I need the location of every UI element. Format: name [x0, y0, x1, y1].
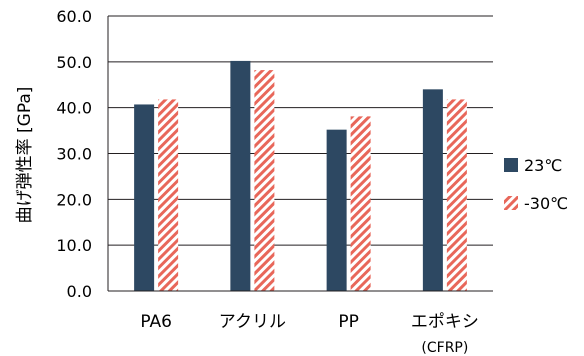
y-tick-label: 40.0 [56, 99, 92, 118]
y-tick-label: 60.0 [56, 7, 92, 26]
x-tick-label: PP [338, 312, 359, 332]
legend-label: -30℃ [524, 194, 568, 213]
bar-series2-0 [158, 99, 179, 292]
bar-series1-3 [422, 89, 443, 291]
x-tick-label: PA6 [140, 312, 172, 332]
x-tick-labels: PA6 アクリル PP エポキシ (CFRP) [140, 312, 479, 356]
bar-series2-3 [446, 99, 467, 292]
y-tick-label: 30.0 [56, 145, 92, 164]
x-tick-label: アクリル [219, 312, 286, 332]
y-tick-label: 0.0 [67, 282, 92, 301]
y-axis-label: 曲げ弾性率 [GPa] [15, 87, 35, 224]
legend-label: 23℃ [524, 156, 562, 175]
bar-series1-0 [134, 104, 155, 291]
x-tick-sublabel: (CFRP) [421, 340, 468, 356]
legend: 23℃ -30℃ [504, 156, 568, 213]
x-tick-label: エポキシ [411, 312, 479, 332]
y-tick-labels: 0.0 10.0 20.0 30.0 40.0 50.0 60.0 [56, 7, 92, 301]
y-tick-label: 50.0 [56, 53, 92, 72]
bar-series1-2 [326, 129, 347, 291]
bar-series2-1 [254, 70, 275, 291]
bars [134, 60, 467, 292]
y-tick-label: 10.0 [56, 236, 92, 255]
bar-series2-2 [350, 116, 371, 291]
axes [107, 16, 493, 292]
bar-series1-1 [230, 60, 251, 291]
legend-swatch [504, 158, 518, 172]
legend-swatch [504, 196, 518, 210]
y-tick-label: 20.0 [56, 190, 92, 209]
